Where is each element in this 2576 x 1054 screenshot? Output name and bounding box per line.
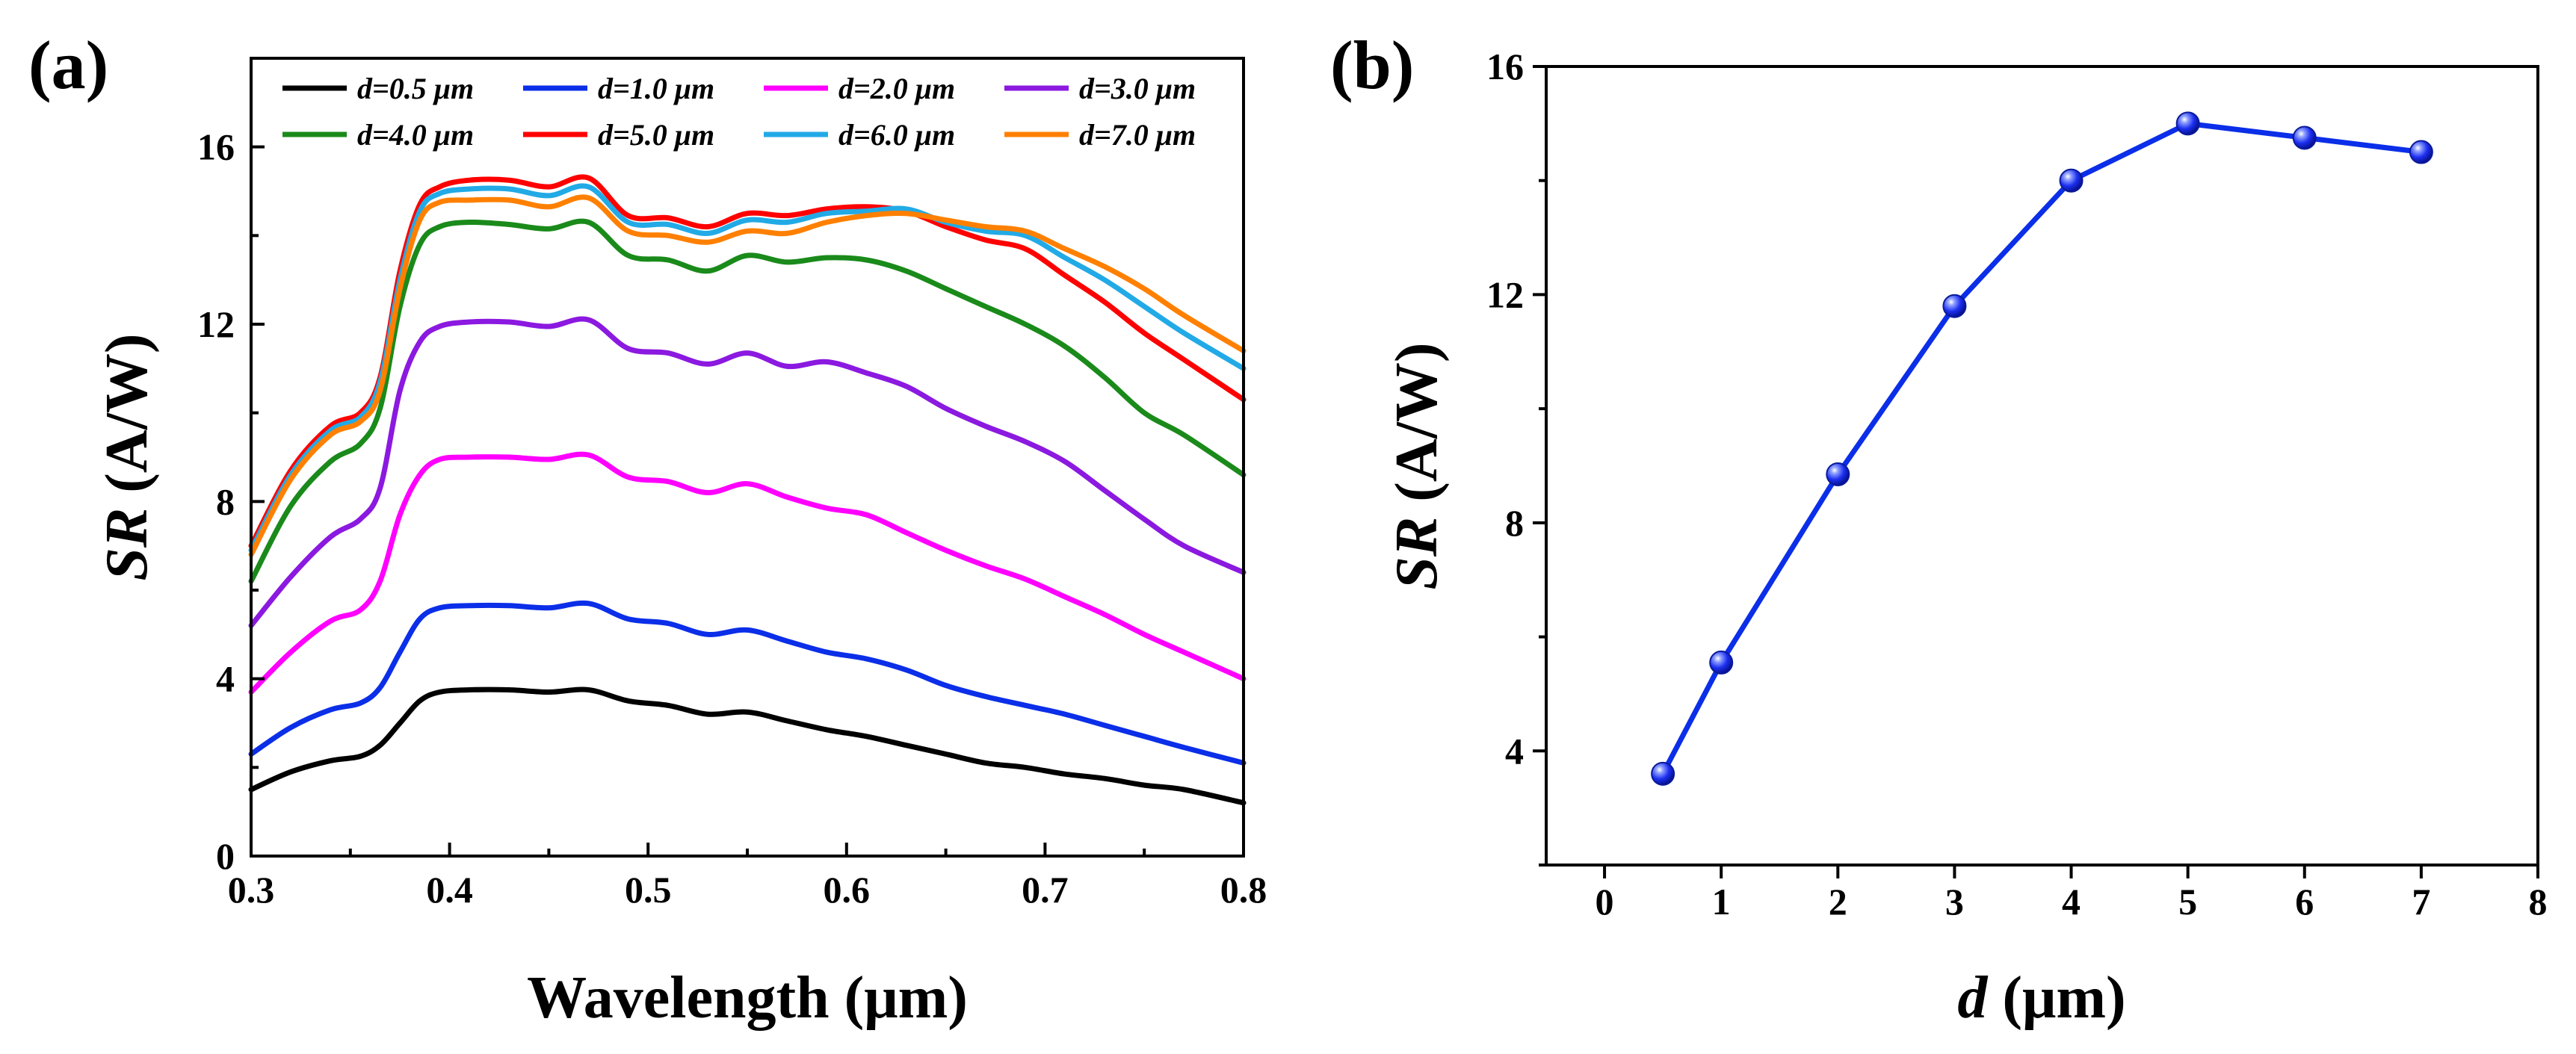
panel-b-data-point-7 (2292, 125, 2317, 150)
panel-b-x-axis-title: d (μm) (1957, 965, 2125, 1031)
panel-b-x-axis-title-d: d (1957, 965, 1988, 1031)
legend-label-3: d=2.0 μm (838, 72, 955, 105)
panel-a-y-tick-label: 4 (216, 658, 235, 700)
legend-label-4: d=3.0 μm (1079, 72, 1196, 105)
panel-b-x-tick-label: 4 (2062, 881, 2081, 923)
panel-a-plot-area (248, 174, 1247, 806)
panel-a-x-tick-label: 0.7 (1022, 869, 1069, 911)
panel-b-data-point-4 (1942, 294, 1967, 318)
panel-b-x-tick-label: 7 (2412, 881, 2430, 923)
panel-b-x-tick-label: 8 (2529, 881, 2548, 923)
panel-b-y-axis-title: SR (A/W) (1384, 342, 1450, 589)
panel-b-data-point-3 (1826, 462, 1850, 486)
legend-label-1: d=0.5 μm (357, 72, 474, 105)
panel-b-y-axis-title-unit: (A/W) (1384, 342, 1450, 516)
legend-label-2: d=1.0 μm (598, 72, 714, 105)
panel-a-series-line-4 (248, 316, 1247, 628)
panel-a-x-tick-label: 0.4 (426, 869, 473, 911)
panel-b-y-tick-label: 4 (1505, 730, 1524, 772)
panel-a-x-axis-title: Wavelength (μm) (527, 965, 968, 1031)
panel-a-y-tick-label: 0 (216, 835, 235, 877)
panel-a-series-line-2 (248, 600, 1247, 766)
panel-a: (a) 0.3 0.4 0.5 0.6 0.7 0.8 0 4 8 12 16 Wavelength… (28, 27, 1267, 1031)
panel-a-y-tick-label: 12 (197, 303, 235, 345)
panel-a-y-axis-title-sr: SR (94, 508, 160, 581)
panel-a-label: (a) (28, 27, 108, 103)
panel-b-data-point-1 (1651, 761, 1675, 786)
panel-b-data-point-8 (2409, 140, 2433, 164)
panel-b-x-tick-label: 1 (1712, 881, 1731, 923)
panel-a-y-tick-label: 16 (197, 126, 235, 168)
panel-a-series-line-3 (248, 451, 1247, 695)
panel-a-x-tick-label: 0.3 (228, 869, 275, 911)
panel-b-data-point-5 (2059, 168, 2084, 193)
panel-a-series-line-8 (248, 194, 1247, 557)
panel-a-series-line-5 (248, 218, 1247, 584)
panel-b-series-line (1661, 120, 2422, 775)
legend-label-7: d=6.0 μm (838, 118, 955, 152)
panel-b-x-tick-label: 2 (1829, 881, 1847, 923)
panel-b-y-tick-label: 12 (1486, 273, 1524, 315)
panel-b-data-point-6 (2175, 111, 2200, 136)
panel-a-y-axis-title: SR (A/W) (94, 333, 160, 580)
legend-label-8: d=7.0 μm (1079, 118, 1196, 152)
panel-b-y-axis-title-sr: SR (1384, 517, 1450, 590)
panel-b-y-tick-label: 8 (1505, 502, 1524, 544)
panel-b-label: (b) (1330, 27, 1414, 103)
panel-a-series-line-1 (248, 686, 1247, 806)
panel-a-frame (250, 57, 1245, 858)
panel-a-ticks: 0.3 0.4 0.5 0.6 0.7 0.8 0 4 8 12 16 (197, 126, 1267, 911)
panel-a-y-tick-label: 8 (216, 480, 235, 522)
panel-b-frame (1545, 65, 2539, 867)
panel-b-y-tick-label: 16 (1486, 46, 1524, 87)
panel-b-x-tick-label: 0 (1596, 881, 1614, 923)
panel-b-x-tick-label: 3 (1945, 881, 1964, 923)
legend-label-6: d=5.0 μm (598, 118, 714, 152)
panel-a-x-tick-label: 0.8 (1220, 869, 1267, 911)
panel-a-legend: d=0.5 μm d=1.0 μm d=2.0 μm d=3.0 μm d=4.0 μm… (282, 72, 1196, 152)
panel-b-data-point-2 (1709, 650, 1734, 675)
panel-b-x-tick-label: 6 (2295, 881, 2314, 923)
panel-b-plot-area (1651, 111, 2433, 786)
panel-b-x-tick-label: 5 (2178, 881, 2197, 923)
panel-a-x-tick-label: 0.5 (625, 869, 672, 911)
legend-label-5: d=4.0 μm (357, 118, 474, 152)
panel-b-x-axis-title-unit: (μm) (1987, 965, 2125, 1031)
panel-a-y-axis-title-unit: (A/W) (94, 333, 160, 507)
panel-a-x-tick-label: 0.6 (824, 869, 871, 911)
